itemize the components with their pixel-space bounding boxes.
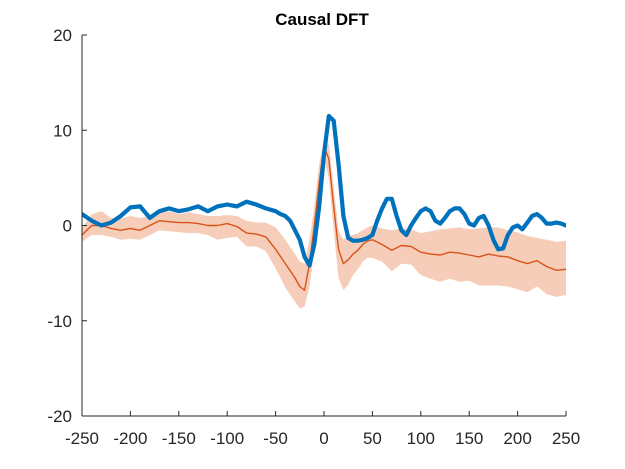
plot-area bbox=[82, 113, 566, 309]
y-tick-label: 0 bbox=[63, 217, 72, 236]
x-tick-label: -100 bbox=[210, 429, 244, 448]
x-tick-label: 150 bbox=[455, 429, 483, 448]
x-tick-label: -250 bbox=[65, 429, 99, 448]
series-0-line bbox=[82, 145, 566, 291]
y-tick-label: -10 bbox=[47, 312, 72, 331]
x-tick-label: -50 bbox=[263, 429, 288, 448]
series-0-confidence-band bbox=[82, 141, 566, 309]
x-tick-label: 100 bbox=[407, 429, 435, 448]
y-tick-label: 20 bbox=[53, 26, 72, 45]
series-1-line bbox=[82, 113, 566, 268]
x-tick-label: -150 bbox=[162, 429, 196, 448]
axes: -250 -200 -150 -100 -50 0 50 100 150 200 250-20-10… bbox=[47, 26, 580, 448]
chart-title: Causal DFT bbox=[275, 10, 369, 29]
y-tick-label: 10 bbox=[53, 121, 72, 140]
x-tick-label: 200 bbox=[503, 429, 531, 448]
plot-series bbox=[82, 113, 566, 309]
y-tick-label: -20 bbox=[47, 407, 72, 426]
x-tick-label: -200 bbox=[113, 429, 147, 448]
x-tick-label: 50 bbox=[363, 429, 382, 448]
x-tick-label: 0 bbox=[319, 429, 328, 448]
x-tick-label: 250 bbox=[552, 429, 580, 448]
